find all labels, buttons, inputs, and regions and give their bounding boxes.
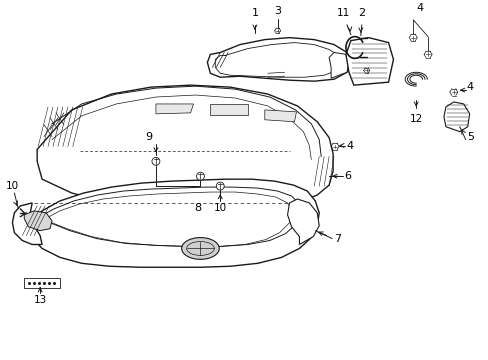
Ellipse shape — [181, 238, 219, 259]
Text: 13: 13 — [33, 295, 47, 305]
Polygon shape — [345, 38, 393, 85]
Text: 6: 6 — [343, 171, 350, 181]
Circle shape — [196, 172, 204, 180]
Text: 11: 11 — [336, 8, 349, 18]
Text: 4: 4 — [466, 82, 473, 92]
Text: 8: 8 — [194, 203, 201, 213]
Text: 4: 4 — [345, 140, 352, 150]
Text: 4: 4 — [416, 3, 423, 13]
Text: 9: 9 — [145, 131, 152, 141]
Text: 10: 10 — [6, 181, 19, 191]
Circle shape — [152, 157, 160, 165]
Polygon shape — [24, 211, 52, 231]
Polygon shape — [207, 38, 350, 81]
Polygon shape — [156, 104, 193, 114]
Polygon shape — [12, 203, 42, 244]
Polygon shape — [328, 53, 348, 78]
Text: 7: 7 — [333, 234, 341, 244]
Text: 1: 1 — [251, 8, 258, 18]
Text: 10: 10 — [213, 203, 226, 213]
Text: 2: 2 — [358, 8, 365, 18]
Text: 3: 3 — [274, 6, 281, 16]
Polygon shape — [20, 179, 319, 267]
Text: 12: 12 — [409, 114, 422, 124]
Text: 5: 5 — [466, 131, 473, 141]
Polygon shape — [443, 102, 468, 132]
Polygon shape — [24, 278, 60, 288]
Polygon shape — [210, 104, 247, 115]
Polygon shape — [37, 85, 332, 213]
Polygon shape — [264, 110, 296, 122]
Circle shape — [216, 182, 224, 190]
Polygon shape — [287, 199, 319, 244]
